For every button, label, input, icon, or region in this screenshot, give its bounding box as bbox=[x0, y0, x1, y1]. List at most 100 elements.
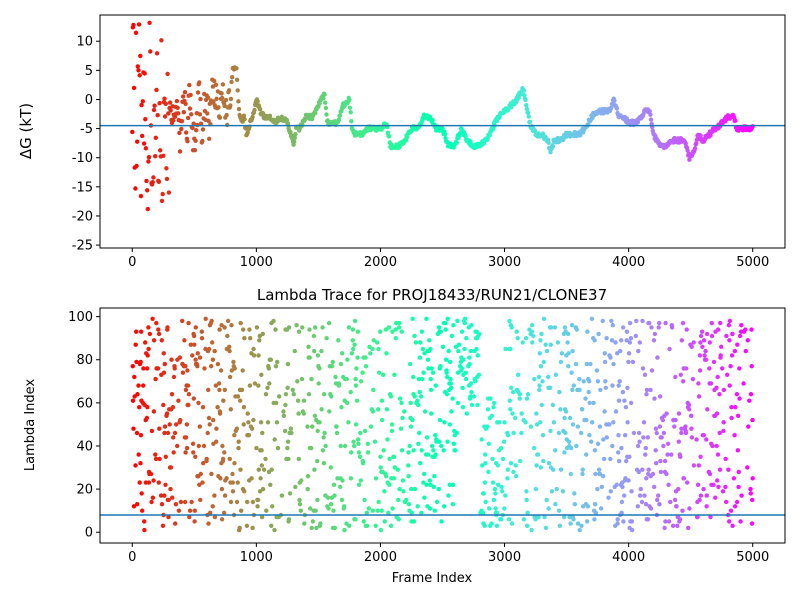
lambda-point bbox=[257, 338, 262, 343]
lambda-point bbox=[596, 331, 601, 337]
lambda-point bbox=[495, 482, 501, 487]
lambda-point bbox=[370, 409, 376, 414]
lambda-point bbox=[439, 519, 444, 524]
lambda-point bbox=[279, 493, 285, 498]
lambda-point bbox=[157, 456, 162, 462]
delta-g-point bbox=[521, 88, 526, 93]
lambda-point bbox=[201, 461, 206, 466]
lambda-point bbox=[131, 504, 137, 509]
lambda-point bbox=[388, 523, 394, 528]
lambda-point bbox=[252, 381, 258, 386]
lambda-chart-title: Lambda Trace for PROJ18433/RUN21/CLONE37 bbox=[257, 286, 607, 304]
lambda-point bbox=[623, 433, 628, 438]
lambda-point bbox=[676, 439, 681, 444]
lambda-point bbox=[551, 420, 557, 425]
lambda-point bbox=[373, 476, 379, 481]
lambda-point bbox=[168, 486, 173, 492]
delta-g-point bbox=[685, 148, 690, 153]
lambda-point bbox=[349, 351, 355, 356]
lambda-point bbox=[750, 476, 755, 481]
lambda-point bbox=[421, 370, 426, 375]
lambda-point bbox=[419, 510, 424, 515]
delta-g-point bbox=[165, 71, 170, 77]
lambda-point bbox=[613, 340, 618, 345]
lambda-point bbox=[721, 387, 727, 393]
lambda-point bbox=[150, 316, 155, 321]
lambda-point bbox=[378, 454, 383, 459]
lambda-point bbox=[368, 351, 373, 356]
delta-g-point bbox=[183, 101, 188, 107]
lambda-point bbox=[432, 508, 437, 513]
delta-g-point bbox=[386, 134, 392, 139]
lambda-point bbox=[224, 476, 229, 481]
delta-g-point bbox=[261, 111, 266, 116]
lambda-point bbox=[743, 327, 748, 332]
lambda-point bbox=[345, 400, 350, 406]
lambda-point bbox=[615, 517, 620, 522]
lambda-y-tick-label: 40 bbox=[76, 439, 93, 454]
lambda-point bbox=[487, 506, 492, 511]
lambda-point bbox=[509, 521, 515, 526]
lambda-point bbox=[272, 437, 277, 442]
lambda-point bbox=[172, 366, 177, 371]
lambda-point bbox=[679, 338, 684, 343]
delta-g-point bbox=[205, 111, 210, 116]
lambda-point bbox=[429, 443, 435, 449]
lambda-point bbox=[391, 454, 397, 459]
lambda-point bbox=[169, 392, 175, 397]
lambda-point bbox=[745, 465, 750, 470]
lambda-point bbox=[696, 381, 701, 386]
lambda-point bbox=[428, 376, 433, 382]
delta-g-point bbox=[524, 106, 530, 112]
delta-g-point bbox=[257, 107, 263, 112]
lambda-point bbox=[362, 497, 367, 503]
lambda-point bbox=[360, 370, 365, 375]
lambda-point bbox=[445, 439, 450, 444]
delta-g-point bbox=[692, 146, 698, 151]
lambda-point bbox=[399, 400, 404, 406]
lambda-point bbox=[345, 357, 350, 362]
lambda-point bbox=[419, 329, 425, 334]
lambda-point bbox=[192, 519, 197, 524]
lambda-point bbox=[356, 450, 362, 455]
lambda-point bbox=[355, 329, 361, 334]
lambda-point bbox=[234, 426, 239, 431]
lambda-point bbox=[396, 497, 401, 503]
lambda-point bbox=[336, 338, 341, 343]
lambda-point bbox=[588, 361, 593, 367]
lambda-point bbox=[187, 514, 192, 520]
lambda-point bbox=[652, 484, 657, 490]
lambda-point bbox=[155, 366, 161, 371]
lambda-point bbox=[438, 329, 443, 334]
delta-g-point bbox=[130, 129, 135, 135]
lambda-point bbox=[208, 510, 213, 515]
lambda-point bbox=[392, 372, 397, 377]
delta-g-point bbox=[144, 178, 149, 184]
lambda-point bbox=[687, 506, 692, 511]
lambda-point bbox=[328, 465, 333, 470]
delta-g-point bbox=[163, 101, 168, 107]
lambda-point bbox=[662, 458, 668, 464]
delta-g-point bbox=[160, 191, 165, 197]
lambda-point bbox=[453, 344, 459, 349]
lambda-point bbox=[623, 405, 629, 410]
delta-g-point bbox=[131, 22, 136, 28]
lambda-point bbox=[342, 443, 348, 449]
lambda-point bbox=[577, 387, 582, 393]
lambda-point bbox=[333, 374, 338, 380]
lambda-point bbox=[237, 525, 242, 531]
delta-g-point bbox=[133, 30, 139, 35]
lambda-point bbox=[372, 439, 378, 444]
lambda-point bbox=[428, 346, 433, 352]
lambda-point bbox=[381, 448, 386, 453]
lambda-point bbox=[416, 402, 421, 408]
lambda-point bbox=[323, 443, 328, 449]
lambda-point bbox=[234, 499, 240, 505]
lambda-point bbox=[397, 486, 402, 492]
lambda-point bbox=[200, 480, 205, 485]
lambda-point bbox=[183, 387, 189, 393]
delta-g-point bbox=[135, 139, 140, 144]
lambda-point bbox=[604, 336, 609, 341]
lambda-point bbox=[138, 461, 143, 466]
lambda-point bbox=[265, 385, 270, 390]
